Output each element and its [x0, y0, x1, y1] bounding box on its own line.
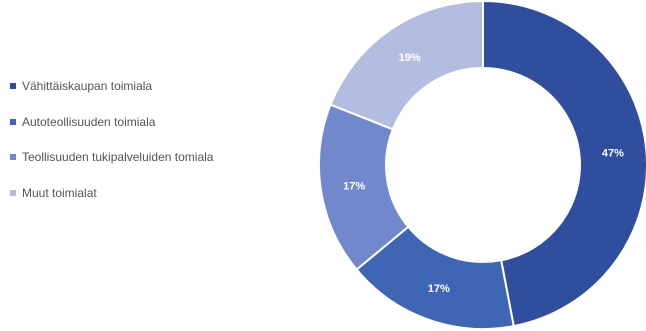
- legend-item: Teollisuuden tukipalveluiden tomiala: [10, 148, 213, 166]
- slice-value-label: 17%: [428, 283, 450, 295]
- legend-swatch: [10, 118, 16, 125]
- donut-slice: [482, 0, 646, 328]
- legend-swatch: [10, 83, 16, 89]
- legend-label: Muut toimialat: [22, 185, 97, 200]
- legend-label: Vähittäiskaupan toimiala: [22, 79, 153, 93]
- legend-swatch: [10, 189, 16, 196]
- legend-label: Teollisuuden tukipalveluiden tomiala: [22, 150, 214, 164]
- legend-label: Autoteollisuuden toimiala: [22, 114, 156, 129]
- slice-value-label: 17%: [343, 180, 365, 192]
- slice-value-label: 19%: [399, 52, 421, 64]
- chart-legend: Vähittäiskaupan toimiala Autoteollisuude…: [10, 77, 213, 219]
- slice-value-label: 47%: [602, 148, 624, 160]
- donut-slice: [329, 0, 484, 131]
- legend-swatch: [10, 154, 16, 160]
- legend-item: Muut toimialat: [10, 184, 213, 202]
- legend-item: Vähittäiskaupan toimiala: [10, 77, 213, 95]
- legend-item: Autoteollisuuden toimiala: [10, 113, 213, 131]
